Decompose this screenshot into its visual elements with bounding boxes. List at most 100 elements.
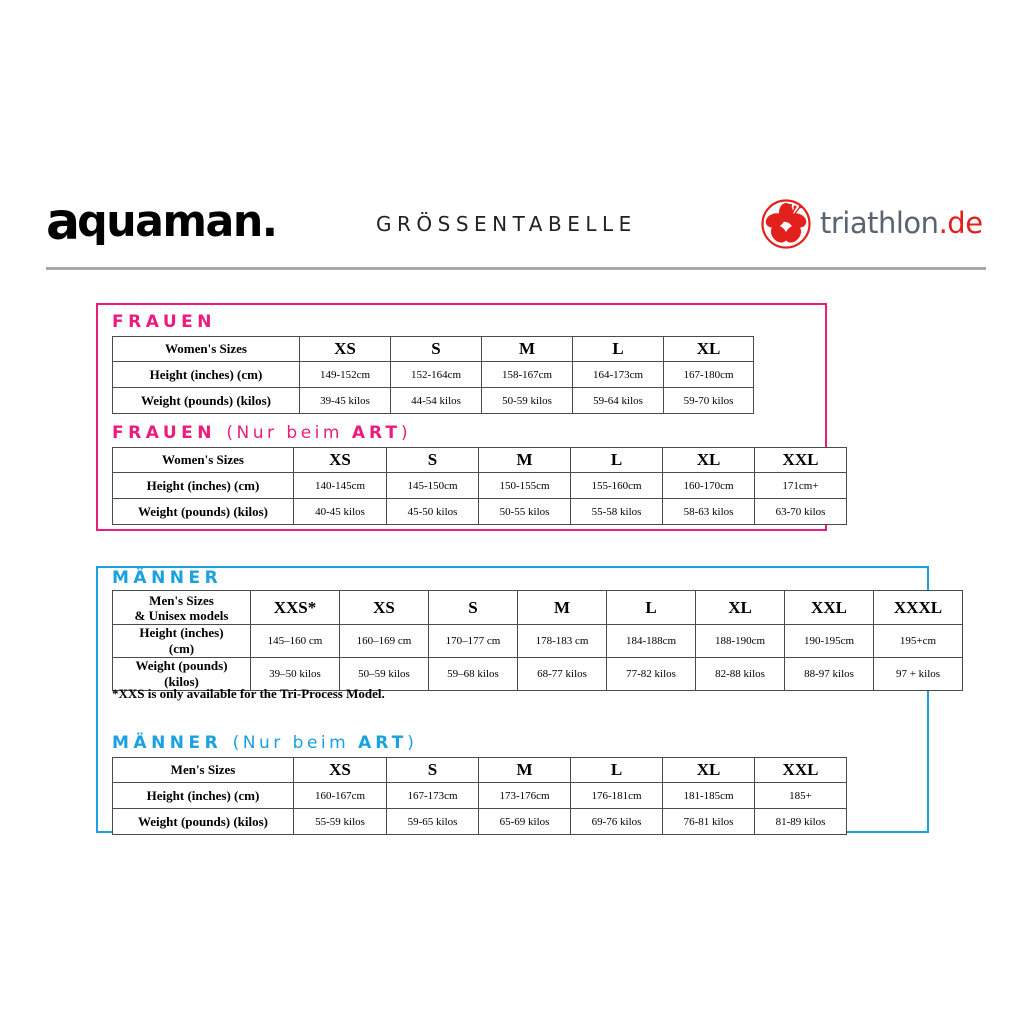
cell-height-xs: 160-167cm bbox=[293, 782, 387, 809]
cell-height-m: 173-176cm bbox=[478, 782, 571, 809]
cell-weight-xxxl: 97 + kilos bbox=[873, 657, 963, 691]
cell-height-xs: 160–169 cm bbox=[339, 624, 429, 658]
heading-frauen-art-qualifier: (Nur beim ART) bbox=[226, 423, 411, 443]
heading-maenner: MÄNNER bbox=[112, 568, 222, 588]
aquaman-logo-rest: quaman bbox=[77, 196, 263, 247]
row-label-height: Height (inches) (cm) bbox=[112, 624, 251, 658]
col-header-xl: XL bbox=[662, 447, 755, 473]
cell-weight-s: 59-65 kilos bbox=[386, 808, 479, 835]
row-label-weight-line1: Weight (pounds) bbox=[135, 658, 228, 673]
col-header-xxxl: XXXL bbox=[873, 590, 963, 625]
page-title: GRÖSSENTABELLE bbox=[376, 212, 637, 236]
cell-weight-m: 68-77 kilos bbox=[517, 657, 607, 691]
aquaman-logo: aquaman. bbox=[46, 196, 278, 248]
qualifier-close: ) bbox=[400, 423, 412, 443]
row-label-height-line1: Height (inches) bbox=[139, 625, 224, 640]
cell-height-m: 150-155cm bbox=[478, 472, 571, 499]
col-header-l: L bbox=[606, 590, 696, 625]
col-header-sizes: Women's Sizes bbox=[112, 336, 300, 362]
col-header-sizes: Men's Sizes & Unisex models bbox=[112, 590, 251, 625]
cell-height-s: 145-150cm bbox=[386, 472, 479, 499]
cell-weight-xs: 55-59 kilos bbox=[293, 808, 387, 835]
cell-height-xxs: 145–160 cm bbox=[250, 624, 340, 658]
heading-frauen: FRAUEN bbox=[112, 312, 216, 332]
brand-row: aquaman. GRÖSSENTABELLE bbox=[46, 196, 986, 258]
row-label-height: Height (inches) (cm) bbox=[112, 782, 294, 809]
table-row-header: Women's Sizes XS S M L XL bbox=[112, 336, 754, 362]
triathlon-word: triathlon bbox=[820, 206, 939, 240]
cell-height-xxl: 171cm+ bbox=[754, 472, 847, 499]
cell-weight-xxs: 39–50 kilos bbox=[250, 657, 340, 691]
heading-maenner-label: MÄNNER bbox=[112, 568, 223, 588]
col-header-m: M bbox=[478, 447, 571, 473]
col-header-xxs: XXS* bbox=[250, 590, 340, 625]
col-header-xs: XS bbox=[299, 336, 391, 362]
cell-height-xl: 160-170cm bbox=[662, 472, 755, 499]
table-maenner-art: Men's Sizes XS S M L XL XXL Height (inch… bbox=[112, 757, 847, 835]
cell-weight-l: 55-58 kilos bbox=[570, 498, 663, 525]
cell-weight-xxl: 63-70 kilos bbox=[754, 498, 847, 525]
col-header-s: S bbox=[386, 447, 479, 473]
triathlon-de-logo: triathlon.de bbox=[760, 196, 990, 254]
heading-frauen-label: FRAUEN bbox=[112, 312, 216, 332]
footnote-xxs: *XXS is only available for the Tri-Proce… bbox=[112, 686, 385, 701]
col-header-s: S bbox=[386, 757, 479, 783]
cell-weight-s: 44-54 kilos bbox=[390, 387, 482, 414]
cell-height-l: 176-181cm bbox=[570, 782, 663, 809]
cell-weight-m: 65-69 kilos bbox=[478, 808, 571, 835]
col-header-l: L bbox=[572, 336, 664, 362]
col-header-m: M bbox=[481, 336, 573, 362]
row-label-weight-line2: (kilos) bbox=[164, 674, 199, 689]
col-header-s: S bbox=[428, 590, 518, 625]
col-header-xs: XS bbox=[339, 590, 429, 625]
heading-frauen-art: FRAUEN (Nur beim ART) bbox=[112, 423, 411, 443]
table-row-header: Men's Sizes XS S M L XL XXL bbox=[112, 757, 847, 783]
cell-height-xl: 181-185cm bbox=[662, 782, 755, 809]
cell-weight-xl: 82-88 kilos bbox=[695, 657, 785, 691]
cell-weight-xl: 59-70 kilos bbox=[663, 387, 754, 414]
cell-weight-xxl: 81-89 kilos bbox=[754, 808, 847, 835]
col-header-m: M bbox=[478, 757, 571, 783]
cell-height-xl: 167-180cm bbox=[663, 361, 754, 388]
page-header: aquaman. GRÖSSENTABELLE bbox=[0, 0, 1024, 285]
col-header-xs: XS bbox=[293, 447, 387, 473]
table-row-header: Women's Sizes XS S M L XL XXL bbox=[112, 447, 847, 473]
col-header-xs: XS bbox=[293, 757, 387, 783]
cell-weight-l: 59-64 kilos bbox=[572, 387, 664, 414]
table-row: Weight (pounds) (kilos) 40-45 kilos 45-5… bbox=[112, 498, 847, 525]
row-label-height: Height (inches) (cm) bbox=[112, 361, 300, 388]
qualifier-art: ART bbox=[358, 733, 408, 753]
cell-height-l: 155-160cm bbox=[570, 472, 663, 499]
cell-weight-xs: 39-45 kilos bbox=[299, 387, 391, 414]
col-header-sizes: Men's Sizes bbox=[112, 757, 294, 783]
cell-weight-xs: 40-45 kilos bbox=[293, 498, 387, 525]
cell-height-xxl: 185+ bbox=[754, 782, 847, 809]
qualifier-open: (Nur beim bbox=[232, 733, 359, 753]
cell-weight-s: 45-50 kilos bbox=[386, 498, 479, 525]
col-header-xxl: XXL bbox=[784, 590, 874, 625]
row-label-height: Height (inches) (cm) bbox=[112, 472, 294, 499]
cell-height-l: 164-173cm bbox=[572, 361, 664, 388]
row-label-weight: Weight (pounds) (kilos) bbox=[112, 387, 300, 414]
heading-maenner-art-label: MÄNNER bbox=[112, 733, 223, 753]
table-row: Weight (pounds) (kilos) 39–50 kilos 50–5… bbox=[112, 657, 963, 691]
cell-weight-l: 69-76 kilos bbox=[570, 808, 663, 835]
table-row: Weight (pounds) (kilos) 39-45 kilos 44-5… bbox=[112, 387, 754, 414]
col-header-sizes-line1: Men's Sizes bbox=[149, 592, 214, 608]
cell-weight-xl: 76-81 kilos bbox=[662, 808, 755, 835]
cell-height-xl: 188-190cm bbox=[695, 624, 785, 658]
qualifier-close: ) bbox=[407, 733, 418, 753]
qualifier-open: (Nur beim bbox=[226, 423, 352, 443]
col-header-xl: XL bbox=[663, 336, 754, 362]
col-header-s: S bbox=[390, 336, 482, 362]
cell-height-xs: 140-145cm bbox=[293, 472, 387, 499]
row-label-weight: Weight (pounds) (kilos) bbox=[112, 498, 294, 525]
col-header-l: L bbox=[570, 757, 663, 783]
cell-height-xxl: 190-195cm bbox=[784, 624, 874, 658]
col-header-xl: XL bbox=[695, 590, 785, 625]
table-row: Height (inches) (cm) 145–160 cm 160–169 … bbox=[112, 624, 963, 658]
cell-height-m: 178-183 cm bbox=[517, 624, 607, 658]
hibiscus-flower-icon bbox=[761, 199, 811, 249]
cell-height-xxxl: 195+cm bbox=[873, 624, 963, 658]
col-header-m: M bbox=[517, 590, 607, 625]
